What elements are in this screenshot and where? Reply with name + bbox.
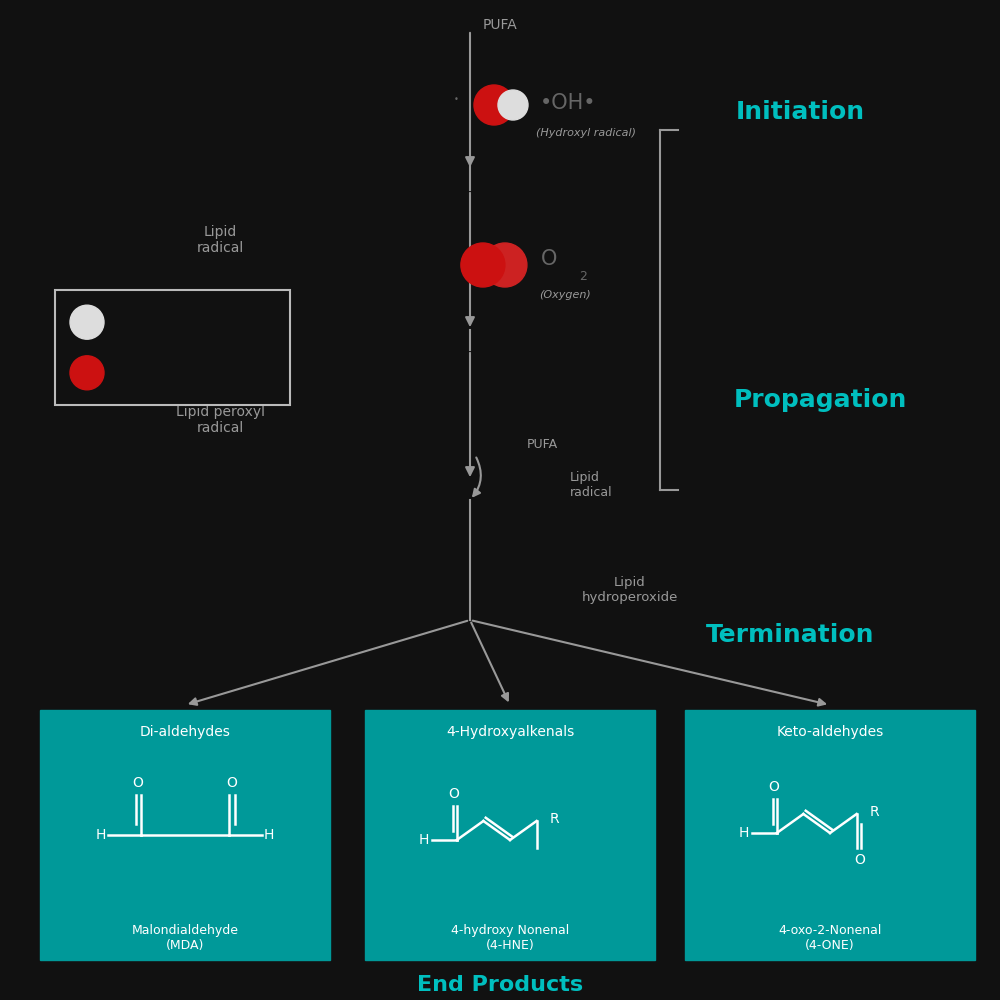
Text: •: • xyxy=(454,95,458,104)
Text: 2: 2 xyxy=(579,270,587,284)
Text: Keto-aldehydes: Keto-aldehydes xyxy=(776,725,884,739)
Text: Propagation: Propagation xyxy=(733,388,907,412)
Text: PUFA: PUFA xyxy=(483,18,517,32)
Text: (Hydroxyl radical): (Hydroxyl radical) xyxy=(536,128,636,138)
Text: 4-hydroxy Nonenal
(4-HNE): 4-hydroxy Nonenal (4-HNE) xyxy=(451,924,569,952)
Text: H: H xyxy=(739,826,749,840)
Text: PUFA: PUFA xyxy=(526,438,558,452)
Text: End Products: End Products xyxy=(417,975,583,995)
Text: Termination: Termination xyxy=(706,623,874,647)
Text: R: R xyxy=(550,812,559,826)
Text: H: H xyxy=(419,833,429,847)
Text: (Oxygen): (Oxygen) xyxy=(539,290,591,300)
Text: O: O xyxy=(133,776,143,790)
Text: Di-aldehydes: Di-aldehydes xyxy=(140,725,230,739)
Text: Hydrogen: Hydrogen xyxy=(132,315,200,329)
Circle shape xyxy=(474,85,514,125)
Text: O: O xyxy=(768,780,779,794)
Circle shape xyxy=(498,90,528,120)
Text: O: O xyxy=(541,249,558,269)
Text: Lipid peroxyl
radical: Lipid peroxyl radical xyxy=(176,405,264,435)
Circle shape xyxy=(483,243,527,287)
Text: Initiation: Initiation xyxy=(735,100,865,124)
Text: R: R xyxy=(870,805,879,819)
Circle shape xyxy=(70,356,104,390)
Text: O: O xyxy=(448,787,459,801)
Text: Lipid
radical: Lipid radical xyxy=(196,225,244,255)
Text: H: H xyxy=(264,828,274,842)
FancyBboxPatch shape xyxy=(55,290,290,405)
FancyBboxPatch shape xyxy=(685,710,975,960)
FancyBboxPatch shape xyxy=(365,710,655,960)
Circle shape xyxy=(70,305,104,339)
Text: •OH•: •OH• xyxy=(540,93,596,113)
Text: O: O xyxy=(854,853,865,867)
Text: O: O xyxy=(227,776,237,790)
Text: Oxygen: Oxygen xyxy=(132,366,186,380)
Text: Malondialdehyde
(MDA): Malondialdehyde (MDA) xyxy=(132,924,239,952)
Circle shape xyxy=(461,243,505,287)
Text: H: H xyxy=(96,828,106,842)
FancyBboxPatch shape xyxy=(40,710,330,960)
Text: Lipid
radical: Lipid radical xyxy=(570,471,613,499)
Text: 4-Hydroxyalkenals: 4-Hydroxyalkenals xyxy=(446,725,574,739)
Text: 4-oxo-2-Nonenal
(4-ONE): 4-oxo-2-Nonenal (4-ONE) xyxy=(778,924,882,952)
Text: Lipid
hydroperoxide: Lipid hydroperoxide xyxy=(582,576,678,604)
